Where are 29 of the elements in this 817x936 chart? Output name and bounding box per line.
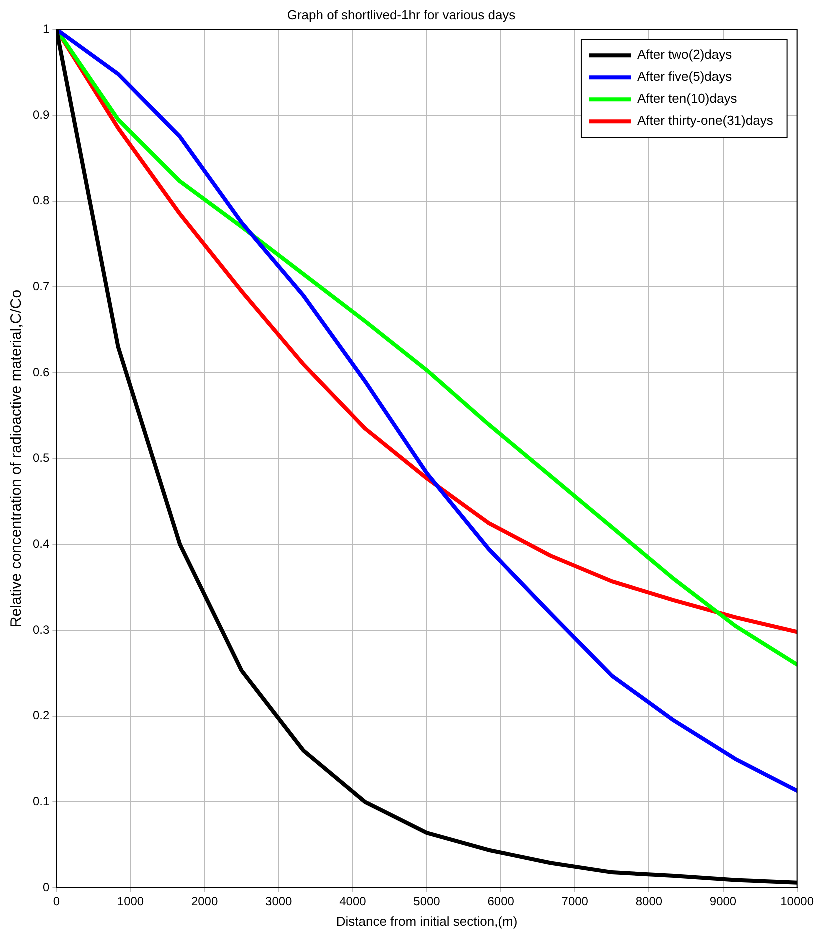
y-tick-label: 0.3 xyxy=(32,622,50,637)
y-tick-label: 0.9 xyxy=(32,108,50,122)
legend-label: After ten(10)days xyxy=(637,91,738,106)
y-tick-label: 0.2 xyxy=(32,708,50,723)
y-tick-label: 0.8 xyxy=(32,194,50,208)
legend-label: After two(2)days xyxy=(637,47,733,62)
x-tick-label: 10000 xyxy=(780,894,814,909)
y-tick-label: 0.1 xyxy=(32,794,50,808)
x-tick-label: 6000 xyxy=(488,894,515,909)
y-tick-label: 1 xyxy=(42,22,50,36)
x-tick-label: 7000 xyxy=(562,894,589,909)
chart-title: Graph of shortlived-1hr for various days xyxy=(287,7,516,22)
y-axis-title: Relative concentration of radioactive material,C/Co xyxy=(8,290,26,628)
y-tick-label: 0.5 xyxy=(32,451,50,466)
y-tick-label: 0.7 xyxy=(32,279,50,294)
x-axis-title: Distance from initial section,(m) xyxy=(336,914,518,929)
legend-label: After thirty-one(31)days xyxy=(637,113,774,128)
y-tick-label: 0.6 xyxy=(32,365,50,380)
y-tick-label: 0.4 xyxy=(32,536,50,551)
x-tick-label: 1000 xyxy=(117,894,144,909)
y-tick-label: 0 xyxy=(42,880,50,894)
x-tick-label: 5000 xyxy=(414,894,441,909)
x-tick-label: 0 xyxy=(53,894,60,909)
x-tick-label: 3000 xyxy=(266,894,293,909)
x-tick-label: 4000 xyxy=(340,894,367,909)
x-tick-label: 8000 xyxy=(636,894,663,909)
x-tick-label: 9000 xyxy=(710,894,737,909)
x-tick-label: 2000 xyxy=(191,894,218,909)
legend-label: After five(5)days xyxy=(637,69,733,84)
